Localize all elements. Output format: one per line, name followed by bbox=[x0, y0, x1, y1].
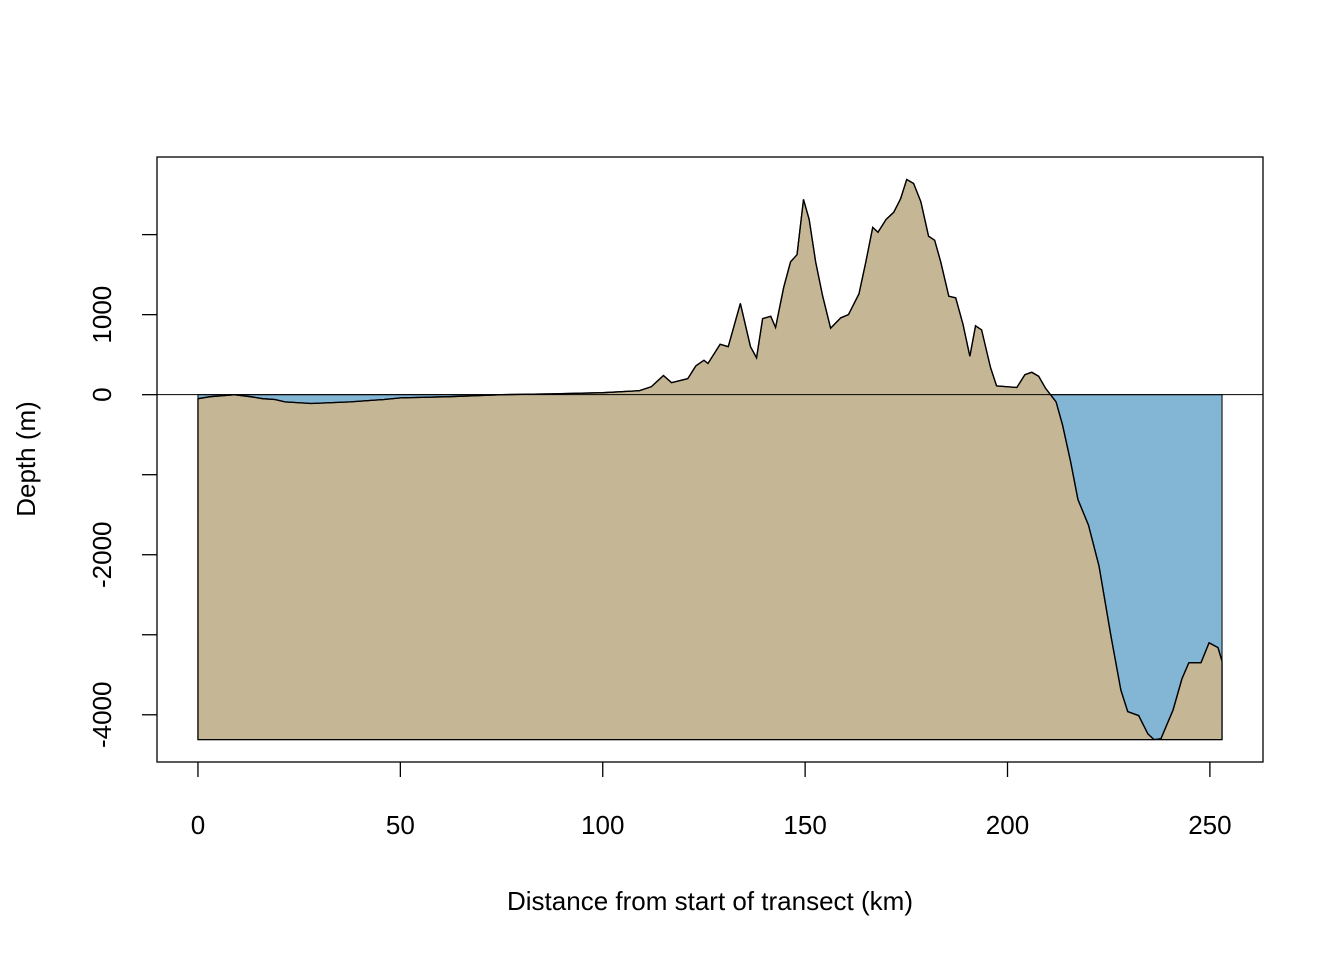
y-axis-label: Depth (m) bbox=[11, 401, 41, 517]
land-fill bbox=[197, 178, 1223, 741]
y-tick-label: 0 bbox=[87, 387, 117, 401]
x-axis-label: Distance from start of transect (km) bbox=[507, 886, 913, 916]
seabed-profile bbox=[197, 178, 1223, 741]
x-tick-label: 150 bbox=[783, 810, 826, 840]
x-tick-label: 0 bbox=[191, 810, 205, 840]
x-tick-label: 200 bbox=[986, 810, 1029, 840]
y-tick-label: 1000 bbox=[87, 286, 117, 344]
plot-frame bbox=[156, 156, 1264, 763]
x-tick-label: 100 bbox=[581, 810, 624, 840]
y-tick-label: -2000 bbox=[87, 521, 117, 588]
y-tick-label: -4000 bbox=[87, 682, 117, 749]
x-tick-label: 50 bbox=[386, 810, 415, 840]
x-tick-label: 250 bbox=[1188, 810, 1231, 840]
